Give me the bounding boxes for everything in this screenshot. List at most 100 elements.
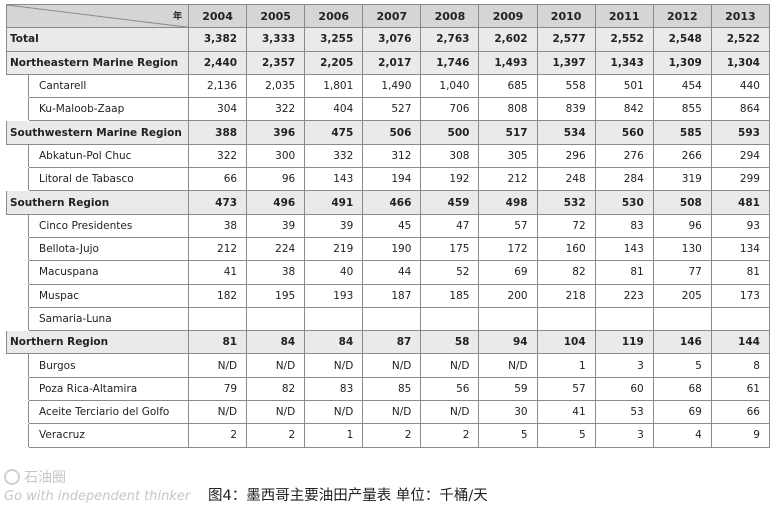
year-header: 2005 xyxy=(246,3,306,29)
production-value: 3,333 xyxy=(246,27,306,52)
production-value: 61 xyxy=(710,376,770,402)
production-value: 5 xyxy=(478,423,538,448)
production-value xyxy=(594,306,654,332)
production-value: 248 xyxy=(536,167,596,192)
production-value: 193 xyxy=(304,283,364,308)
production-value xyxy=(652,306,712,332)
field-name: Burgos xyxy=(28,353,189,378)
field-name: Samaria-Luna xyxy=(28,306,189,332)
production-value: 9 xyxy=(710,423,770,448)
production-value: 1,746 xyxy=(420,50,480,75)
production-value: 2,357 xyxy=(246,50,306,75)
production-value xyxy=(420,306,480,332)
production-value: 60 xyxy=(594,376,654,402)
production-value: 218 xyxy=(536,283,596,308)
field-row: Macuspana 41 38 40 44 52 69 82 81 77 81 xyxy=(6,260,770,285)
region-row: Northern Region 81 84 84 87 58 94 104 119 146 144 xyxy=(6,330,770,355)
field-row: Bellota-Jujo 212 224 219 190 175 172 160 143 130 1… xyxy=(6,236,770,262)
region-name: Northern Region xyxy=(6,330,189,355)
production-value: 146 xyxy=(652,330,712,355)
production-value: 81 xyxy=(710,260,770,285)
field-name: Poza Rica-Altamira xyxy=(28,376,189,402)
production-value: N/D xyxy=(420,353,480,378)
production-value: 560 xyxy=(594,120,654,145)
production-value: 8 xyxy=(710,353,770,378)
production-value: N/D xyxy=(246,400,306,425)
production-value: 388 xyxy=(187,120,248,145)
production-value: 41 xyxy=(187,260,248,285)
production-value: 143 xyxy=(594,236,654,262)
field-row: Veracruz 2 2 1 2 2 5 5 3 4 9 xyxy=(6,423,770,448)
production-value: 498 xyxy=(478,190,538,215)
production-value: 2,522 xyxy=(710,27,770,52)
production-value: 134 xyxy=(710,236,770,262)
watermark-logo-text: 石油圈 xyxy=(24,470,66,486)
total-label: Total xyxy=(6,27,189,52)
production-value: 1 xyxy=(304,423,364,448)
production-value: 39 xyxy=(246,213,306,238)
production-value: 72 xyxy=(536,213,596,238)
production-value: 212 xyxy=(187,236,248,262)
production-value: 496 xyxy=(246,190,306,215)
year-header: 2007 xyxy=(362,3,422,29)
production-value: 66 xyxy=(187,167,248,192)
production-value: 212 xyxy=(478,167,538,192)
production-value xyxy=(187,306,248,332)
production-value: 396 xyxy=(246,120,306,145)
production-value: 558 xyxy=(536,73,596,99)
production-value xyxy=(710,306,770,332)
production-value: 79 xyxy=(187,376,248,402)
field-name: Abkatun-Pol Chuc xyxy=(28,143,189,169)
production-value: 296 xyxy=(536,143,596,169)
production-value: 182 xyxy=(187,283,248,308)
indent-cell xyxy=(6,236,29,262)
field-row: Cantarell 2,136 2,035 1,801 1,490 1,040 685 558… xyxy=(6,73,770,99)
production-value: 2 xyxy=(362,423,422,448)
production-value: 322 xyxy=(246,97,306,122)
field-row: Abkatun-Pol Chuc 322 300 332 312 308 305 296 276… xyxy=(6,143,770,169)
production-value: 440 xyxy=(710,73,770,99)
production-value: 144 xyxy=(710,330,770,355)
production-value: N/D xyxy=(420,400,480,425)
production-value: 44 xyxy=(362,260,422,285)
region-name: Southwestern Marine Region xyxy=(6,120,189,145)
production-value: 855 xyxy=(652,97,712,122)
production-value: 104 xyxy=(536,330,596,355)
production-value: N/D xyxy=(478,353,538,378)
production-value: 187 xyxy=(362,283,422,308)
production-value: 1,801 xyxy=(304,73,364,99)
production-value: 57 xyxy=(536,376,596,402)
watermark-slogan: Go with independent thinker xyxy=(4,489,191,504)
production-value: N/D xyxy=(362,400,422,425)
production-value: 84 xyxy=(246,330,306,355)
production-value: 2 xyxy=(246,423,306,448)
year-header: 2009 xyxy=(478,3,538,29)
production-value: 266 xyxy=(652,143,712,169)
production-value: 66 xyxy=(710,400,770,425)
production-value: 3,076 xyxy=(362,27,422,52)
production-value: 93 xyxy=(710,213,770,238)
production-value: 532 xyxy=(536,190,596,215)
field-row: Burgos N/D N/D N/D N/D N/D N/D 1 3 5 8 xyxy=(6,353,770,378)
production-value: 119 xyxy=(594,330,654,355)
production-value: 1,493 xyxy=(478,50,538,75)
production-value: 3,382 xyxy=(187,27,248,52)
production-value: 300 xyxy=(246,143,306,169)
production-value: 842 xyxy=(594,97,654,122)
production-value: 1,343 xyxy=(594,50,654,75)
production-value: 2 xyxy=(420,423,480,448)
production-value: 38 xyxy=(246,260,306,285)
production-value: 2,763 xyxy=(420,27,480,52)
watermark: 石油圈 Go with independent thinker xyxy=(4,467,190,504)
production-value: 481 xyxy=(710,190,770,215)
production-value: 87 xyxy=(362,330,422,355)
production-value: 58 xyxy=(420,330,480,355)
production-value: 194 xyxy=(362,167,422,192)
production-value: 508 xyxy=(652,190,712,215)
production-value: N/D xyxy=(187,400,248,425)
production-value: 404 xyxy=(304,97,364,122)
production-value: 527 xyxy=(362,97,422,122)
production-value: 319 xyxy=(652,167,712,192)
production-value: 56 xyxy=(420,376,480,402)
production-value: 2,035 xyxy=(246,73,306,99)
